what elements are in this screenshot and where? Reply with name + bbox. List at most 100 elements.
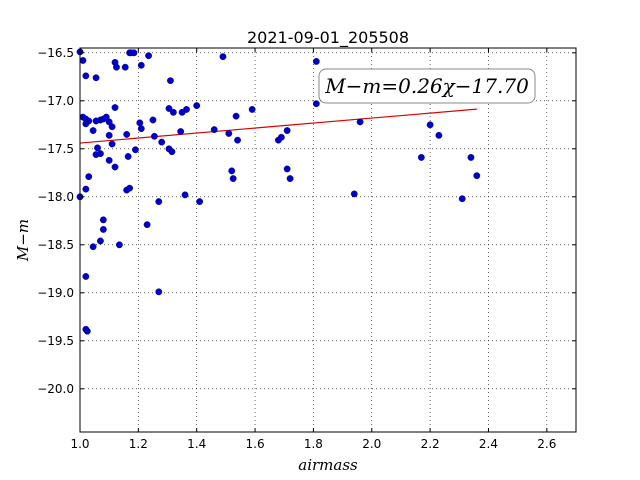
y-tick-label: −16.5 <box>37 46 74 60</box>
data-point <box>121 63 129 71</box>
x-tick-label: 2.6 <box>537 437 556 451</box>
data-point <box>123 186 131 194</box>
chart-title: 2021-09-01_205508 <box>247 28 409 48</box>
data-point <box>196 198 204 206</box>
data-point <box>219 53 227 61</box>
data-point <box>130 49 138 57</box>
data-point <box>149 116 157 124</box>
data-point <box>277 133 285 141</box>
data-point <box>283 127 291 134</box>
data-point <box>458 195 466 203</box>
data-point <box>228 167 236 175</box>
y-axis-ticks: −16.5 −17.0 −17.5 −18.0 −18.5 −19.0 −19.5 −20.0 <box>37 46 576 396</box>
data-point <box>158 138 166 146</box>
data-point <box>177 128 185 135</box>
data-point <box>234 136 241 144</box>
x-tick-label: 1.0 <box>70 437 89 451</box>
grid-lines <box>79 48 576 432</box>
data-point <box>85 173 93 181</box>
fit-equation-box: M−m=0.26χ−17.70 <box>318 68 536 104</box>
y-axis-label: M−m <box>14 219 32 262</box>
data-point <box>232 112 240 120</box>
fit-equation: M−m=0.26χ−17.70 <box>324 74 529 98</box>
data-point <box>89 127 97 134</box>
fit-line <box>79 108 477 144</box>
x-tick-label: 1.6 <box>246 437 265 451</box>
data-point <box>94 144 101 152</box>
data-point <box>124 153 132 160</box>
y-tick-label: −18.5 <box>37 238 74 252</box>
data-point <box>92 74 100 82</box>
data-point <box>165 105 173 112</box>
data-point <box>248 106 256 113</box>
data-point <box>143 221 151 229</box>
annotation-frame <box>318 68 536 104</box>
y-tick-label: −17.5 <box>37 142 74 156</box>
data-point <box>435 131 443 139</box>
y-tick-label: −19.5 <box>37 334 74 348</box>
x-axis-label: airmass <box>298 456 358 474</box>
data-point <box>229 175 237 182</box>
x-tick-label: 1.2 <box>129 437 148 451</box>
data-point <box>426 121 434 129</box>
plot-frame <box>79 47 577 433</box>
data-point <box>99 226 107 233</box>
x-tick-label: 1.4 <box>187 437 206 451</box>
data-point <box>111 163 119 171</box>
data-point <box>105 156 113 164</box>
data-point <box>283 165 291 173</box>
x-tick-label: 2.2 <box>421 437 440 451</box>
data-point <box>83 327 91 335</box>
data-point <box>113 63 120 71</box>
data-point <box>467 154 475 161</box>
data-point <box>105 131 113 139</box>
data-point <box>169 108 177 116</box>
data-point <box>115 241 123 249</box>
y-tick-label: −20.0 <box>37 382 74 396</box>
data-point <box>82 120 90 128</box>
data-point <box>150 132 158 140</box>
data-points <box>76 48 481 335</box>
data-point <box>123 130 131 138</box>
data-point <box>132 146 139 154</box>
data-point <box>97 150 104 158</box>
data-point <box>286 175 294 182</box>
data-point <box>79 57 87 64</box>
x-axis-ticks: 1.0 1.2 1.4 1.6 1.8 2.0 2.2 2.4 2.6 <box>70 48 556 451</box>
data-point <box>473 172 481 180</box>
data-point <box>97 237 104 245</box>
x-tick-label: 2.4 <box>479 437 498 451</box>
data-point <box>350 190 358 198</box>
data-point <box>210 126 218 134</box>
x-tick-label: 2.0 <box>362 437 381 451</box>
y-tick-label: −19.0 <box>37 286 74 300</box>
data-point <box>137 61 145 69</box>
data-point <box>183 106 190 113</box>
data-point <box>89 243 97 251</box>
data-point <box>136 119 144 127</box>
x-tick-label: 1.8 <box>304 437 323 451</box>
data-point <box>145 52 152 60</box>
data-point <box>168 148 176 156</box>
data-point <box>167 77 174 85</box>
data-point <box>155 198 163 206</box>
data-point <box>82 185 90 193</box>
data-point <box>417 154 425 161</box>
data-point <box>99 216 107 224</box>
y-tick-label: −18.0 <box>37 190 74 204</box>
y-tick-label: −17.0 <box>37 94 74 108</box>
data-point <box>155 288 163 296</box>
data-point <box>108 123 116 131</box>
data-point <box>137 125 145 133</box>
fit-line-layer <box>79 108 477 144</box>
data-point <box>181 191 189 199</box>
data-point <box>225 130 233 137</box>
data-point <box>193 102 201 110</box>
data-point <box>111 104 119 111</box>
data-point <box>82 273 90 280</box>
data-point <box>356 118 364 126</box>
data-point <box>312 58 320 65</box>
data-point <box>82 72 90 80</box>
